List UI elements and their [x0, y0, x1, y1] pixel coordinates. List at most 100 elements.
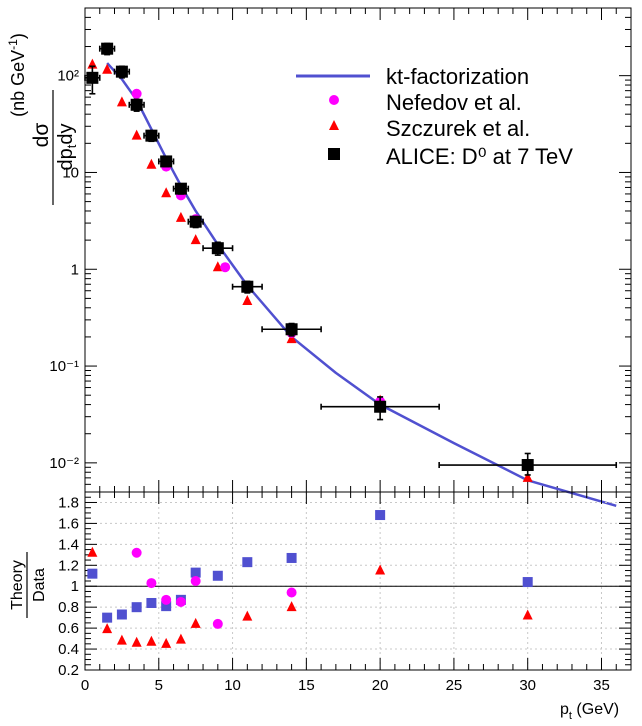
bottom-x-tick-label: 25: [446, 677, 463, 694]
ratio-model-point: [87, 568, 98, 579]
alice-marker: [285, 323, 298, 336]
alice-point: [98, 42, 116, 56]
bottom-panel: 0.2 0.4 0.6 0.8 1 1.2 1.4 1.6 1.8 0 5 10 15 20 25 30 35: [58, 491, 632, 694]
szczurek-point: [102, 63, 113, 74]
ratio-model-point: [522, 577, 533, 588]
legend-nefedov-swatch: [329, 95, 339, 105]
top-y-tick-label: 10⁻²: [49, 455, 79, 472]
ratio-model-point: [131, 602, 142, 613]
bottom-x-tick-label: 0: [81, 677, 89, 694]
ratio-szczurek-point: [175, 633, 186, 644]
alice-marker: [521, 459, 534, 472]
bottom-y-tick-label: 1.4: [58, 536, 79, 553]
alice-marker: [174, 182, 187, 195]
bottom-y-tick-label: 0.2: [58, 662, 79, 679]
bottom-y-tick-label: 1.8: [58, 494, 79, 511]
ratio-nefedov-point: [161, 594, 172, 605]
alice-marker: [374, 400, 387, 413]
legend-label-szczurek: Szczurek et al.: [386, 116, 530, 141]
ratio-szczurek-point: [102, 623, 113, 634]
legend-szczurek-swatch: [329, 120, 339, 130]
nefedov-point: [220, 262, 231, 273]
ratio-model-point: [116, 609, 127, 620]
ratio-szczurek-point: [522, 609, 533, 620]
ratio-szczurek-point: [286, 601, 297, 612]
szczurek-point: [212, 261, 223, 272]
szczurek-point: [146, 158, 157, 169]
alice-point: [143, 129, 160, 143]
ratio-model-point: [102, 612, 113, 623]
alice-marker: [189, 215, 202, 228]
alice-marker: [145, 129, 158, 142]
ratio-nefedov-point: [146, 578, 157, 589]
alice-marker: [130, 98, 143, 111]
svg-text:dptdy: dptdy: [55, 124, 79, 171]
bottom-y-tick-label: 0.6: [58, 620, 79, 637]
bottom-x-tick-label: 20: [372, 677, 389, 694]
alice-point: [438, 452, 618, 476]
top-y-tick-label: 10⁻¹: [49, 358, 79, 375]
ratio-model-point: [146, 597, 157, 608]
ratio-nefedov-point: [286, 587, 297, 598]
ratio-nefedov-point: [131, 547, 142, 558]
ratio-szczurek-point: [161, 637, 172, 648]
szczurek-point: [161, 187, 172, 198]
legend-label-nefedov: Nefedov et al.: [386, 90, 522, 115]
svg-text:(nb GeV-1): (nb GeV-1): [6, 33, 28, 117]
ratio-nefedov-point: [190, 576, 201, 586]
ratio-szczurek-point: [190, 617, 201, 628]
alice-point: [84, 65, 101, 95]
svg-text:Theory: Theory: [9, 560, 26, 610]
alice-marker: [160, 155, 173, 168]
alice-marker: [86, 71, 99, 84]
ratio-model-point: [242, 557, 253, 568]
bottom-x-tick-label: 15: [298, 677, 315, 694]
ratio-szczurek-point: [146, 635, 157, 646]
bottom-x-tick-label: 30: [519, 677, 536, 694]
alice-point: [261, 322, 322, 337]
szczurek-point: [522, 471, 533, 482]
svg-text:dσ: dσ: [30, 123, 53, 148]
svg-text:Data: Data: [31, 568, 48, 602]
alice-marker: [211, 242, 224, 255]
szczurek-point: [131, 129, 142, 140]
alice-point: [172, 182, 190, 195]
alice-point: [187, 215, 204, 229]
alice-marker: [241, 280, 254, 293]
ratio-nefedov-point: [212, 618, 223, 629]
top-plot-frame: [84, 7, 632, 493]
ratio-model-point: [375, 510, 386, 521]
ratio-nefedov-point: [175, 596, 186, 607]
alice-marker: [115, 65, 128, 78]
top-y-axis-title: dσ dptdy (nb GeV-1): [6, 33, 79, 205]
top-y-tick-label: 10: [62, 164, 79, 181]
szczurek-point: [190, 234, 201, 245]
kt-factorization-curve: [106, 62, 617, 508]
x-axis-title: pt (GeV): [560, 701, 619, 722]
alice-point: [320, 396, 440, 421]
nefedov-point: [131, 88, 142, 99]
alice-point: [128, 98, 145, 112]
szczurek-point: [175, 211, 186, 222]
top-y-tick-label: 1: [71, 261, 79, 278]
bottom-y-tick-label: 1.2: [58, 557, 79, 574]
alice-point: [202, 241, 234, 256]
legend-label-model: kt-factorization: [386, 64, 529, 89]
ratio-szczurek-point: [131, 636, 142, 647]
alice-point: [231, 280, 263, 294]
ratio-model-point: [190, 567, 201, 578]
ratio-model-point: [161, 601, 172, 612]
ratio-model-point: [286, 552, 297, 563]
ratio-model-point: [212, 570, 223, 581]
bottom-y-tick-label: 0.8: [58, 599, 79, 616]
ratio-szczurek-point: [116, 634, 127, 645]
legend-alice-swatch: [328, 148, 340, 160]
bottom-y-tick-label: 1: [71, 578, 79, 595]
alice-point: [113, 65, 131, 79]
szczurek-point: [242, 295, 253, 306]
szczurek-point: [116, 96, 127, 107]
ratio-szczurek-point: [87, 546, 98, 557]
